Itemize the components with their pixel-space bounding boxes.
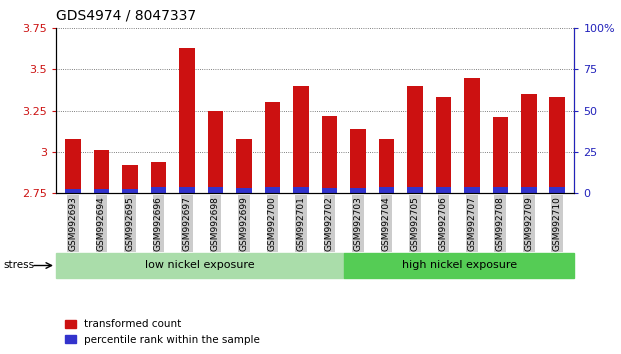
Text: GSM992700: GSM992700 [268,196,277,251]
Bar [293,86,309,193]
Bar [521,187,537,193]
Bar [521,94,537,193]
Bar [265,187,280,193]
Bar [151,162,166,193]
Text: GSM992706: GSM992706 [439,196,448,251]
Bar [122,189,138,193]
Bar [207,187,224,193]
Bar [464,78,479,193]
Text: GSM992710: GSM992710 [553,196,562,251]
Bar [379,187,394,193]
Bar [435,187,451,193]
Text: GSM992705: GSM992705 [410,196,419,251]
Bar [492,187,508,193]
Text: GSM992701: GSM992701 [296,196,306,251]
Bar [236,139,252,193]
Text: GSM992708: GSM992708 [496,196,505,251]
Text: GSM992709: GSM992709 [524,196,533,251]
Bar [179,187,195,193]
Text: stress: stress [3,261,34,270]
Bar [322,188,337,193]
Bar [94,150,109,193]
Text: GSM992697: GSM992697 [183,196,191,251]
Bar [550,187,565,193]
Bar [407,187,423,193]
Text: GSM992696: GSM992696 [154,196,163,251]
Bar [379,139,394,193]
Bar [550,97,565,193]
Bar [65,139,81,193]
Text: GSM992702: GSM992702 [325,196,334,251]
Bar [350,129,366,193]
Text: low nickel exposure: low nickel exposure [145,261,255,270]
Text: GSM992694: GSM992694 [97,196,106,251]
Bar [236,188,252,193]
Text: GSM992693: GSM992693 [68,196,78,251]
Text: GSM992698: GSM992698 [211,196,220,251]
Text: GSM992699: GSM992699 [240,196,248,251]
Bar [344,253,574,278]
Text: GSM992704: GSM992704 [382,196,391,251]
Text: high nickel exposure: high nickel exposure [402,261,517,270]
Bar [65,189,81,193]
Bar [122,165,138,193]
Bar [293,187,309,193]
Bar [94,189,109,193]
Bar [464,187,479,193]
Text: GSM992695: GSM992695 [125,196,135,251]
Bar [350,188,366,193]
Text: GSM992707: GSM992707 [468,196,476,251]
Legend: transformed count, percentile rank within the sample: transformed count, percentile rank withi… [61,315,264,349]
Bar [435,97,451,193]
Bar [207,111,224,193]
Bar [151,187,166,193]
Bar [56,253,344,278]
Bar [265,102,280,193]
Bar [322,115,337,193]
Text: GSM992703: GSM992703 [353,196,363,251]
Bar [407,86,423,193]
Text: GDS4974 / 8047337: GDS4974 / 8047337 [56,9,196,23]
Bar [179,48,195,193]
Bar [492,117,508,193]
